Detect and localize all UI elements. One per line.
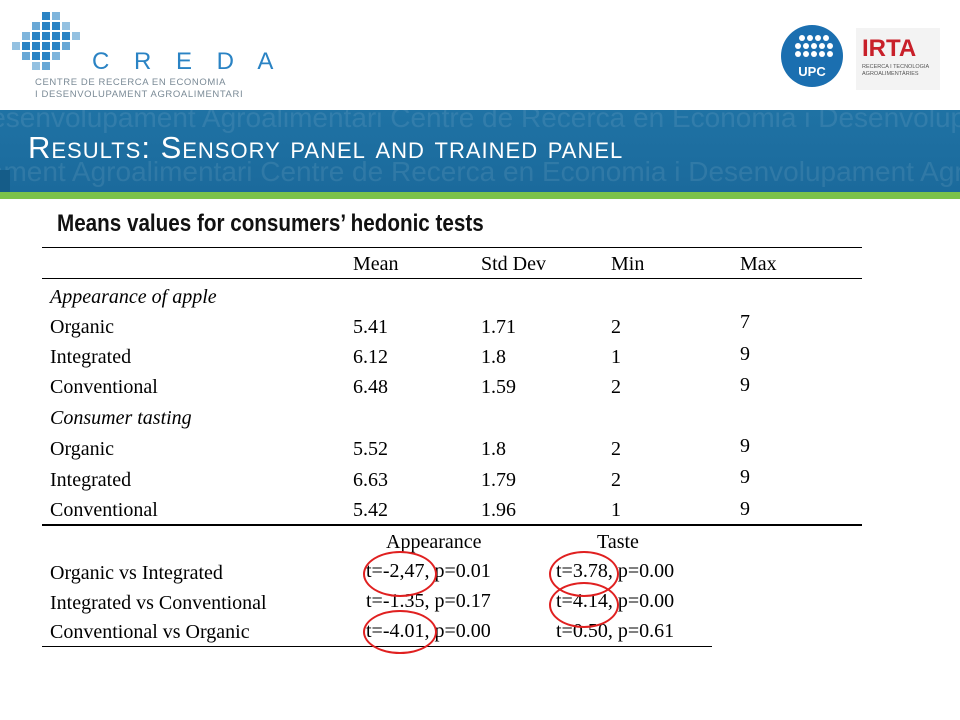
table-row-label: Integrated vs Conventional [50, 592, 267, 614]
subheading: Means values for consumers’ hedonic test… [57, 210, 484, 237]
table-cell-sd: 1.96 [481, 499, 516, 521]
table-cell-sd: 1.8 [481, 438, 506, 460]
irta-tagline-1: RECERCA I TECNOLOGIA [862, 64, 929, 70]
table2-col-appearance: Appearance [386, 531, 482, 553]
table-cell-max: 9 [740, 498, 750, 520]
table1-col-min: Min [611, 253, 645, 275]
title-left-tab [0, 170, 10, 192]
table1-header-rule [42, 278, 862, 279]
table-cell-max: 9 [740, 466, 750, 488]
table-cell-max: 9 [740, 435, 750, 457]
table-row-label: Conventional vs Organic [50, 621, 250, 643]
creda-subtitle-line2: I DESENVOLUPAMENT AGROALIMENTARI [35, 89, 244, 100]
highlight-circle [363, 551, 437, 597]
table-cell-sd: 1.71 [481, 316, 516, 338]
table2-col-taste: Taste [597, 531, 639, 553]
table-cell-min: 1 [611, 499, 621, 521]
band-watermark: Desenvolupament Agroalimentari Centre de… [0, 110, 960, 133]
table-cell-min: 2 [611, 316, 621, 338]
table-row-label: Organic vs Integrated [50, 562, 223, 584]
table1-top-rule [42, 247, 862, 248]
table1-col-max: Max [740, 253, 777, 275]
irta-label: IRTA [862, 35, 916, 62]
table-row-label: Conventional [50, 499, 158, 521]
table-cell-mean: 5.41 [353, 316, 388, 338]
table-cell-mean: 6.12 [353, 346, 388, 368]
table-cell-mean: 5.52 [353, 438, 388, 460]
section-title-appearance: Appearance of apple [50, 286, 217, 308]
table-cell-min: 1 [611, 346, 621, 368]
highlight-circle [549, 582, 619, 628]
table-row-label: Organic [50, 438, 115, 460]
creda-subtitle-line1: CENTRE DE RECERCA EN ECONOMIA [35, 77, 227, 88]
creda-name: C R E D A [92, 48, 283, 75]
table-cell-sd: 1.79 [481, 469, 516, 491]
title-band: Desenvolupament Agroalimentari Centre de… [0, 110, 960, 192]
table-cell-max: 7 [740, 311, 750, 333]
irta-logo: IRTA RECERCA I TECNOLOGIA AGROALIMENTÀRI… [856, 28, 940, 90]
table-cell-sd: 1.8 [481, 346, 506, 368]
upc-logo: UPC [780, 24, 844, 88]
section-title-tasting: Consumer tasting [50, 407, 192, 429]
table-cell-mean: 6.63 [353, 469, 388, 491]
table-row-label: Integrated [50, 346, 132, 368]
table-cell-min: 2 [611, 469, 621, 491]
slide-title: Results: Sensory panel and trained panel [28, 130, 624, 165]
table-cell-max: 9 [740, 374, 750, 396]
table-cell-min: 2 [611, 376, 621, 398]
table1-bottom-rule [42, 524, 862, 526]
irta-tagline-2: AGROALIMENTÀRIES [862, 70, 919, 77]
highlight-circle [363, 610, 437, 654]
table-cell-max: 9 [740, 343, 750, 365]
table-cell-sd: 1.59 [481, 376, 516, 398]
table-row-label: Organic [50, 316, 115, 338]
table1-col-mean: Mean [353, 253, 399, 275]
table1-col-stddev: Std Dev [481, 253, 546, 275]
table-cell-mean: 6.48 [353, 376, 388, 398]
creda-pixel-mark-icon [12, 12, 80, 70]
band-watermark: Desenvolupament Agroalimentari Centre de… [0, 156, 960, 187]
green-divider [0, 192, 960, 199]
table-cell-mean: 5.42 [353, 499, 388, 521]
table-row-label: Conventional [50, 376, 158, 398]
table-cell-min: 2 [611, 438, 621, 460]
table-row-label: Integrated [50, 469, 132, 491]
upc-label: UPC [798, 64, 826, 79]
creda-logo [8, 8, 258, 103]
